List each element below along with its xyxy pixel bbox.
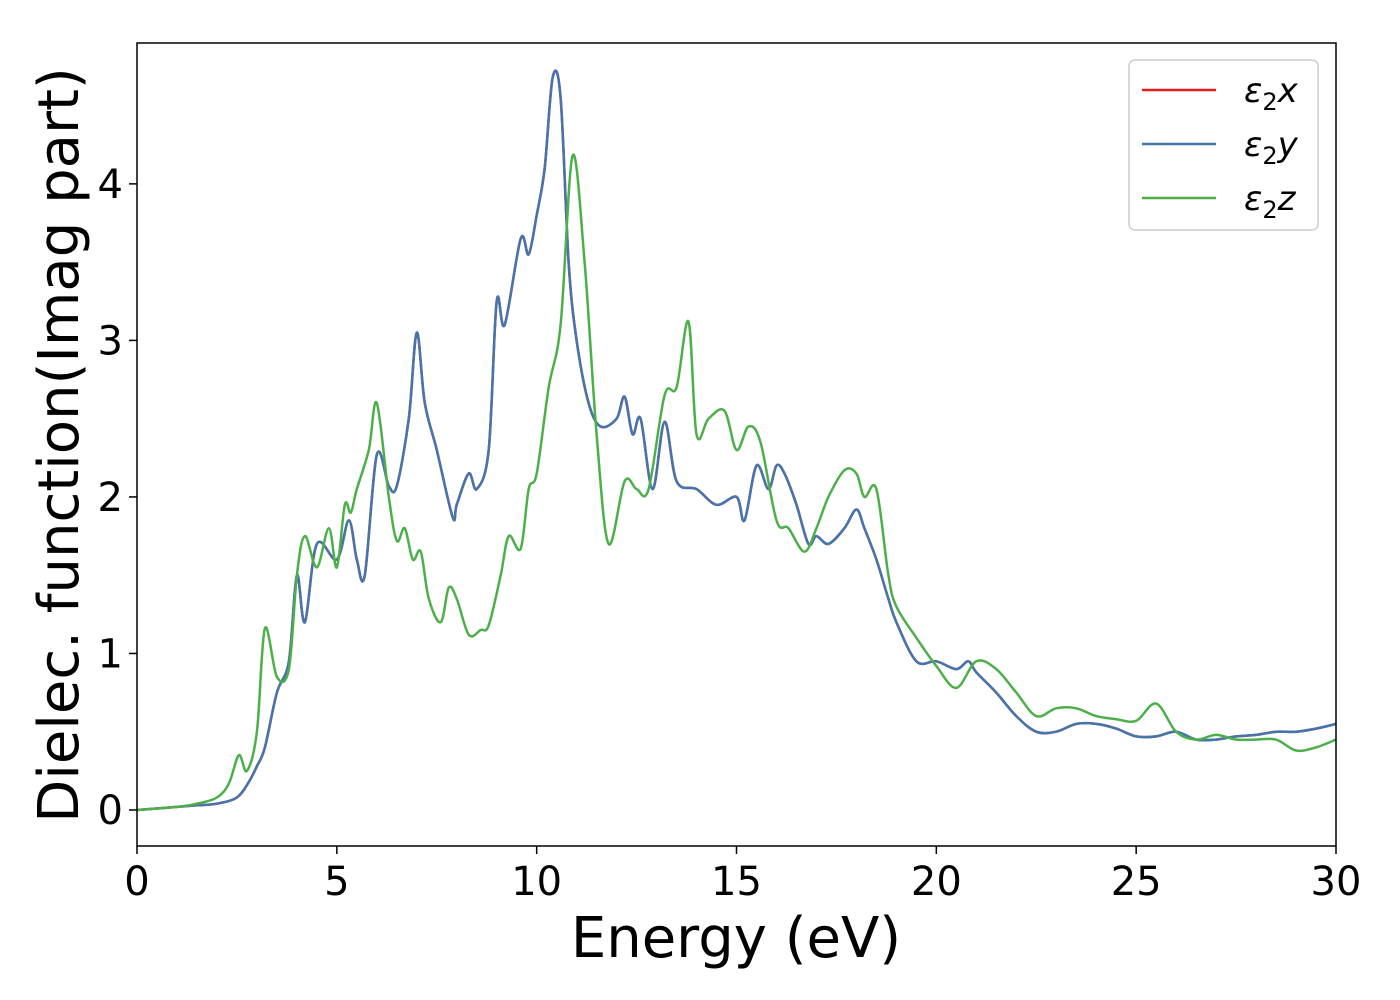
y-tick-label: 1 — [98, 631, 123, 677]
x-tick-label: 10 — [511, 859, 562, 905]
y-tick-label: 3 — [98, 318, 123, 364]
y-axis: 0 1 2 3 4 — [98, 162, 137, 834]
legend-label-epsilon2z: ε2z — [1244, 179, 1297, 224]
plot-area — [136, 42, 1337, 847]
series-line-epsilon2z — [137, 153, 1336, 812]
x-tick-label: 0 — [124, 859, 149, 905]
legend-label-epsilon2y: ε2y — [1244, 125, 1299, 170]
x-tick-label: 30 — [1311, 859, 1362, 905]
legend-label-epsilon2x: ε2x — [1244, 71, 1299, 116]
x-axis: 0 5 10 15 20 25 30 — [124, 846, 1361, 905]
series-layer — [137, 69, 1336, 812]
x-tick-label: 5 — [324, 859, 349, 905]
y-tick-label: 2 — [98, 475, 123, 521]
legend: ε2x ε2y ε2z — [1128, 59, 1319, 231]
y-tick-label: 0 — [98, 788, 123, 834]
x-tick-label: 20 — [911, 859, 962, 905]
legend-box — [1128, 59, 1319, 231]
x-axis-title: Energy (eV) — [571, 906, 901, 971]
x-tick-label: 15 — [711, 859, 762, 905]
y-tick-label: 4 — [98, 162, 123, 208]
series-line-epsilon2y — [137, 69, 1336, 812]
y-axis-title: Dielec. function(Imag part) — [27, 67, 92, 823]
x-tick-label: 25 — [1111, 859, 1162, 905]
